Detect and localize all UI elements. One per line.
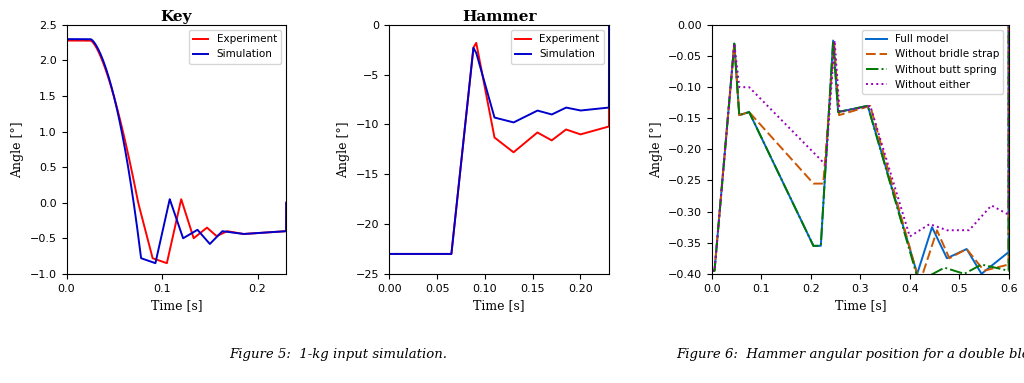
- Line: Simulation: Simulation: [389, 25, 609, 254]
- Full model: [830, 89, 843, 93]
- Simulation: [409, 252, 421, 256]
- Without either: [833, 101, 845, 106]
- Simulation: [252, 231, 264, 235]
- Simulation: [383, 252, 395, 256]
- Legend: Experiment, Simulation: Experiment, Simulation: [188, 30, 281, 64]
- Y-axis label: Angle [°]: Angle [°]: [11, 121, 25, 178]
- Without bridle strap: [922, 257, 934, 261]
- Without bridle strap: [706, 268, 718, 273]
- Without butt spring: [847, 106, 859, 111]
- Full model: [706, 268, 718, 273]
- Simulation: [155, 239, 167, 243]
- Simulation: [603, 23, 615, 27]
- Simulation: [599, 106, 611, 110]
- Experiment: [161, 261, 173, 265]
- Without bridle strap: [833, 112, 845, 116]
- Line: Simulation: Simulation: [67, 39, 287, 263]
- Line: Without bridle strap: Without bridle strap: [712, 25, 1009, 283]
- Without either: [922, 223, 934, 228]
- Without butt spring: [911, 275, 924, 279]
- X-axis label: Time [s]: Time [s]: [473, 299, 525, 312]
- Line: Experiment: Experiment: [389, 25, 609, 254]
- Without butt spring: [922, 274, 934, 279]
- Line: Without either: Without either: [712, 25, 1009, 271]
- Text: Figure 5:  1-kg input simulation.: Figure 5: 1-kg input simulation.: [228, 348, 446, 361]
- Without either: [1002, 23, 1015, 27]
- Line: Experiment: Experiment: [67, 41, 287, 263]
- Simulation: [281, 200, 293, 205]
- Y-axis label: Angle [°]: Angle [°]: [338, 121, 350, 178]
- Simulation: [275, 229, 288, 234]
- Legend: Full model, Without bridle strap, Without butt spring, Without either: Full model, Without bridle strap, Withou…: [861, 30, 1004, 94]
- Full model: [847, 106, 859, 111]
- Experiment: [383, 252, 395, 256]
- Line: Full model: Full model: [712, 25, 1009, 274]
- Experiment: [252, 231, 264, 235]
- Simulation: [150, 261, 162, 265]
- Full model: [911, 272, 924, 276]
- Full model: [833, 110, 845, 114]
- Without butt spring: [979, 263, 991, 268]
- Legend: Experiment, Simulation: Experiment, Simulation: [511, 30, 604, 64]
- Title: Key: Key: [161, 10, 193, 24]
- Without bridle strap: [1002, 23, 1015, 27]
- Without butt spring: [833, 110, 845, 114]
- Without bridle strap: [993, 265, 1006, 269]
- Without butt spring: [830, 89, 843, 93]
- Without bridle strap: [913, 281, 926, 285]
- Without either: [847, 107, 859, 111]
- Experiment: [144, 249, 157, 254]
- Experiment: [603, 23, 615, 27]
- Simulation: [98, 62, 111, 67]
- Experiment: [155, 259, 167, 263]
- Experiment: [85, 39, 97, 43]
- Experiment: [574, 132, 587, 137]
- Without butt spring: [993, 266, 1006, 271]
- Y-axis label: Angle [°]: Angle [°]: [649, 121, 663, 178]
- Experiment: [281, 200, 293, 205]
- Simulation: [421, 252, 433, 256]
- Simulation: [467, 46, 479, 51]
- Without butt spring: [1002, 23, 1015, 27]
- Full model: [922, 239, 934, 244]
- Experiment: [409, 252, 421, 256]
- Experiment: [599, 125, 611, 130]
- Without either: [993, 208, 1006, 212]
- Without either: [830, 67, 843, 72]
- Title: Hammer: Hammer: [462, 10, 537, 24]
- X-axis label: Time [s]: Time [s]: [835, 299, 886, 312]
- Experiment: [98, 65, 111, 69]
- X-axis label: Time [s]: Time [s]: [151, 299, 202, 312]
- Full model: [993, 257, 1006, 262]
- Text: Figure 6:  Hammer angular position for a double blow.: Figure 6: Hammer angular position for a …: [677, 348, 1024, 361]
- Without bridle strap: [847, 109, 859, 113]
- Line: Without butt spring: Without butt spring: [712, 25, 1009, 277]
- Experiment: [421, 252, 433, 256]
- Simulation: [574, 108, 587, 113]
- Experiment: [467, 45, 479, 50]
- Without bridle strap: [979, 268, 991, 273]
- Experiment: [477, 76, 489, 81]
- Without butt spring: [706, 268, 718, 273]
- Without either: [979, 210, 991, 215]
- Simulation: [144, 259, 157, 264]
- Simulation: [85, 38, 97, 42]
- Without bridle strap: [830, 77, 843, 82]
- Without either: [706, 268, 718, 273]
- Full model: [979, 269, 991, 273]
- Experiment: [275, 229, 288, 234]
- Simulation: [477, 75, 489, 80]
- Full model: [1002, 23, 1015, 27]
- Simulation: [60, 37, 73, 41]
- Experiment: [60, 38, 73, 43]
